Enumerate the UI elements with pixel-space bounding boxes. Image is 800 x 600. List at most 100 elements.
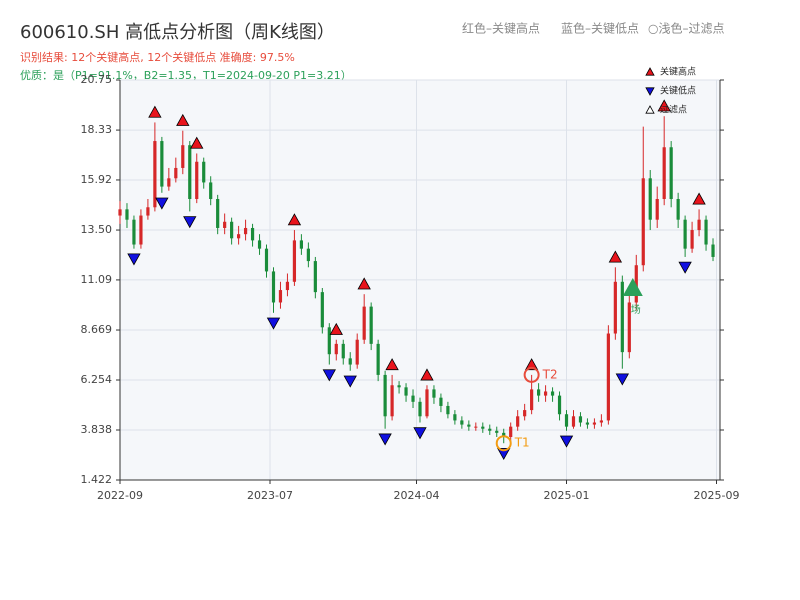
candle-body xyxy=(669,147,673,199)
candle-body xyxy=(153,141,157,208)
x-tick-label: 2023-07 xyxy=(247,489,293,502)
annotation-label: 场 xyxy=(631,303,641,316)
y-tick-label: 11.09 xyxy=(81,273,113,286)
candle-body xyxy=(355,339,359,365)
candle-body xyxy=(341,343,345,359)
chart-title: 600610.SH 高低点分析图（周K线图） xyxy=(20,22,335,43)
y-tick-label: 18.33 xyxy=(81,123,113,136)
candle-body xyxy=(278,290,283,303)
key-point xyxy=(190,136,204,149)
candle-body xyxy=(376,343,380,375)
candle-body xyxy=(299,240,303,249)
candle-body xyxy=(453,414,457,421)
candle-body xyxy=(306,248,310,262)
candle-body xyxy=(467,424,471,427)
x-tick-label: 2024-04 xyxy=(394,489,440,502)
y-tick-label: 8.669 xyxy=(81,323,113,336)
key-point xyxy=(524,358,539,371)
candle-body xyxy=(216,198,220,228)
key-point xyxy=(155,197,169,210)
candle-body xyxy=(411,395,415,402)
annotation-marker xyxy=(523,366,540,383)
key-point xyxy=(608,250,623,263)
quality-note: 优质：是（P1=91.1%，B2=1.35，T1=2024-09-20 P1=3… xyxy=(20,69,352,82)
key-point xyxy=(378,433,392,446)
x-tick-label: 2022-09 xyxy=(97,489,143,502)
candle-body xyxy=(460,420,464,425)
candle-body xyxy=(181,145,185,168)
candle-body xyxy=(348,358,352,365)
candle-body xyxy=(620,281,624,353)
candle-body xyxy=(564,414,569,427)
key-point xyxy=(678,261,692,274)
candle-body xyxy=(327,327,331,355)
candle-body xyxy=(230,221,234,239)
y-tick-label: 15.92 xyxy=(81,173,113,186)
candle-body xyxy=(369,306,373,344)
candle-body xyxy=(223,221,227,228)
key-point xyxy=(692,192,706,205)
annotation-label: T2 xyxy=(542,367,558,381)
y-tick-label: 1.422 xyxy=(81,473,113,486)
candle-body xyxy=(237,234,241,239)
key-point xyxy=(287,213,302,226)
key-point xyxy=(329,322,343,335)
candle-body xyxy=(627,302,631,353)
candle-body xyxy=(320,292,324,328)
candle-body xyxy=(550,391,555,396)
candle-body xyxy=(383,374,387,417)
candle-body xyxy=(418,401,422,417)
candle-body xyxy=(167,178,171,187)
candle-body xyxy=(139,215,143,245)
candle-body xyxy=(264,248,269,272)
candle-body xyxy=(125,209,129,220)
candle-body xyxy=(118,209,122,216)
candle-body xyxy=(543,391,548,396)
key-point xyxy=(176,113,190,126)
candle-body xyxy=(439,397,443,406)
annotation-label: T1 xyxy=(514,436,530,450)
candle-body xyxy=(711,244,715,257)
legend-label: 关键低点 xyxy=(660,85,696,97)
x-tick-label: 2025-09 xyxy=(694,489,740,502)
candle-body xyxy=(146,207,150,216)
annotation-marker xyxy=(495,435,512,452)
candle-body xyxy=(397,385,401,388)
header-legend: 蓝色–关键低点 xyxy=(561,22,639,36)
candle-body xyxy=(195,161,199,199)
key-point xyxy=(559,435,574,448)
candle-body xyxy=(132,219,136,245)
candle-body xyxy=(425,389,429,417)
candle-body xyxy=(585,422,590,425)
legend-label: 过滤点 xyxy=(660,104,687,116)
annotation-marker xyxy=(622,277,643,296)
candle-body xyxy=(334,343,338,355)
y-tick-label: 20.75 xyxy=(81,73,113,86)
y-tick-label: 13.50 xyxy=(81,223,113,236)
candle-body xyxy=(502,432,506,437)
legend-marker xyxy=(645,67,655,76)
header-legend: ○浅色–过滤点 xyxy=(648,22,724,36)
header-legend: 红色–关键高点 xyxy=(462,21,540,36)
candle-body xyxy=(474,426,478,428)
key-point xyxy=(148,105,162,118)
chart-subtitle: 识别结果: 12个关键高点, 12个关键低点 准确度: 97.5% xyxy=(20,50,295,64)
candle-body xyxy=(390,385,394,417)
candle-body xyxy=(362,306,366,340)
candle-body xyxy=(690,230,694,249)
key-point xyxy=(343,375,357,388)
candle-body xyxy=(516,416,520,427)
candle-body xyxy=(446,405,450,415)
candle-body xyxy=(676,198,680,220)
candle-body xyxy=(578,416,583,423)
candle-body xyxy=(592,422,597,425)
candle-body xyxy=(292,240,297,282)
candle-body xyxy=(683,219,687,249)
candle-body xyxy=(257,240,262,249)
legend-marker xyxy=(645,87,655,96)
candle-body xyxy=(523,410,527,417)
candle-body xyxy=(404,387,408,396)
key-point xyxy=(615,373,630,386)
legend-label: 关键高点 xyxy=(660,66,696,78)
